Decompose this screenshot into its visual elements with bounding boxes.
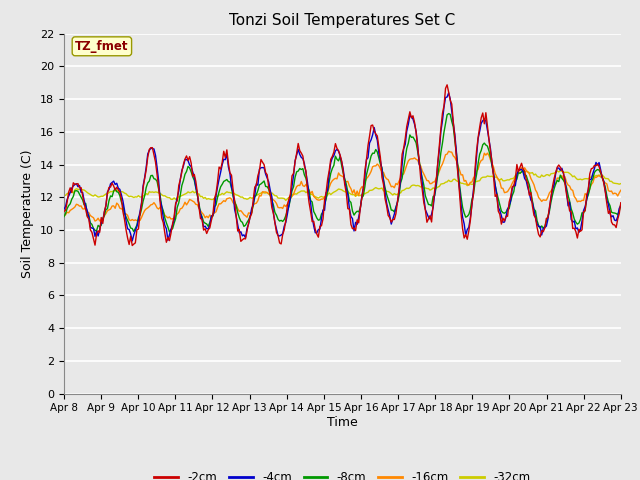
Legend: -2cm, -4cm, -8cm, -16cm, -32cm: -2cm, -4cm, -8cm, -16cm, -32cm [150, 466, 535, 480]
Y-axis label: Soil Temperature (C): Soil Temperature (C) [22, 149, 35, 278]
Title: Tonzi Soil Temperatures Set C: Tonzi Soil Temperatures Set C [229, 13, 456, 28]
Text: TZ_fmet: TZ_fmet [75, 40, 129, 53]
X-axis label: Time: Time [327, 416, 358, 429]
